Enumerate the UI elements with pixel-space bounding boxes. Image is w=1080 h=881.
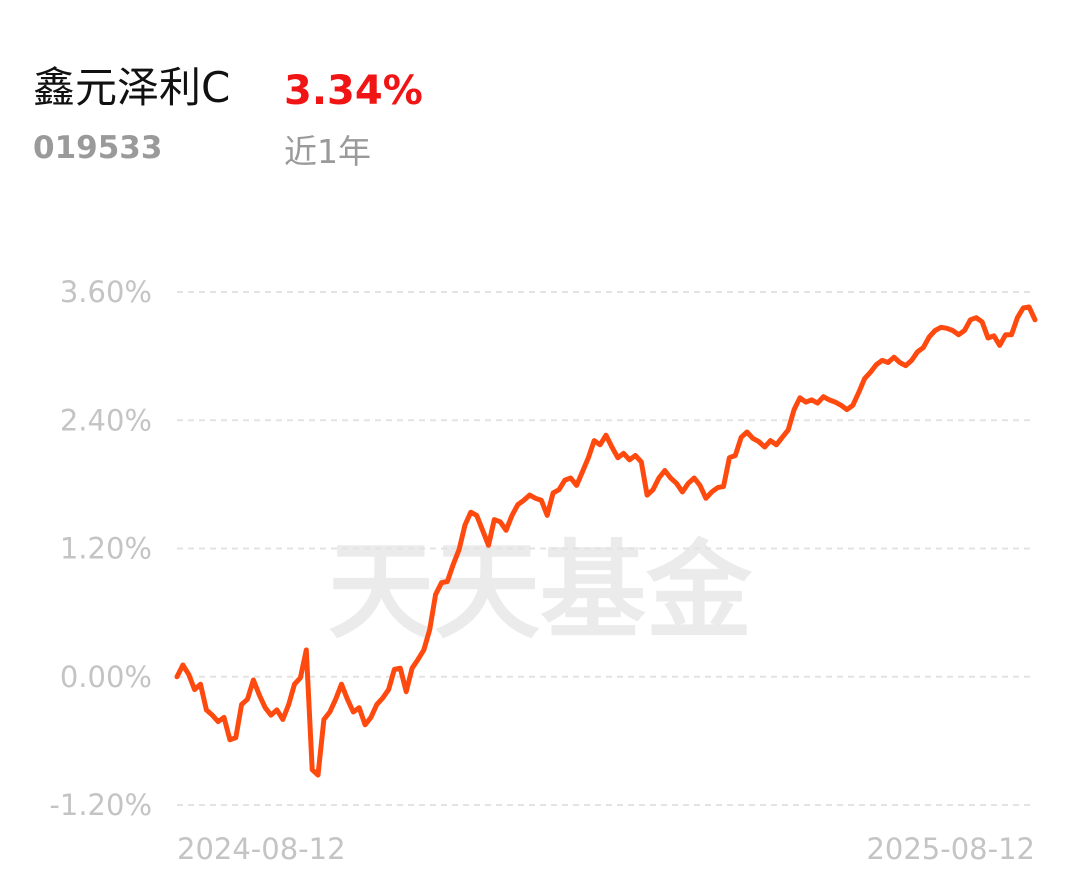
y-tick-label: -1.20% (49, 788, 152, 822)
series-line (174, 304, 1038, 778)
x-tick-label: 2024-08-12 (177, 832, 346, 866)
fund-code: 019533 (33, 130, 162, 166)
y-tick-label: 1.20% (60, 532, 152, 566)
fund-name: 鑫元泽利C (33, 63, 230, 112)
y-tick-label: 0.00% (60, 660, 152, 694)
watermark: 天天基金 (328, 528, 753, 653)
x-tick-label: 2025-08-12 (866, 832, 1035, 866)
y-tick-label: 3.60% (60, 275, 152, 309)
y-tick-label: 2.40% (60, 403, 152, 437)
fund-return: 3.34% (284, 68, 423, 114)
period: 近1年 (284, 132, 371, 171)
